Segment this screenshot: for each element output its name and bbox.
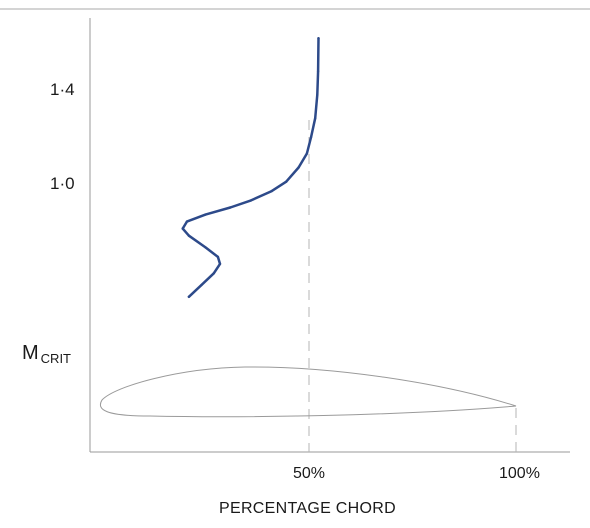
series-point-7 [181, 227, 184, 230]
y-tick-label-1-4: 1·4 [50, 80, 75, 99]
mcrit-label-subscript: CRIT [41, 351, 71, 366]
series-point-19 [316, 70, 320, 73]
series-point-9 [204, 213, 207, 216]
series-point-2 [212, 272, 215, 275]
series-point-8 [185, 220, 189, 223]
series-point-18 [316, 93, 319, 96]
series-point-10 [229, 206, 232, 209]
series-point-3 [218, 262, 222, 266]
series-point-17 [314, 117, 317, 120]
series-point-11 [249, 199, 253, 202]
series-point-15 [305, 152, 309, 155]
series-point-1 [200, 283, 203, 287]
x-tick-label-50: 50% [293, 465, 325, 482]
series-point-4 [216, 255, 220, 259]
airfoil-profile [100, 366, 517, 418]
series-point-13 [285, 180, 288, 183]
mcrit-label-main: M [22, 342, 39, 364]
series-point-16 [309, 135, 313, 139]
series-point-20 [317, 37, 320, 40]
mcrit-label: M CRIT [22, 342, 71, 366]
series-point-14 [297, 166, 300, 169]
x-tick-label-100: 100% [499, 465, 540, 482]
series-point-6 [187, 234, 191, 237]
series-point-0 [187, 295, 191, 298]
y-tick-label-1-0: 1·0 [50, 174, 75, 193]
x-axis-title: PERCENTAGE CHORD [219, 500, 396, 517]
series-point-12 [270, 189, 273, 193]
series-point-5 [204, 246, 207, 249]
